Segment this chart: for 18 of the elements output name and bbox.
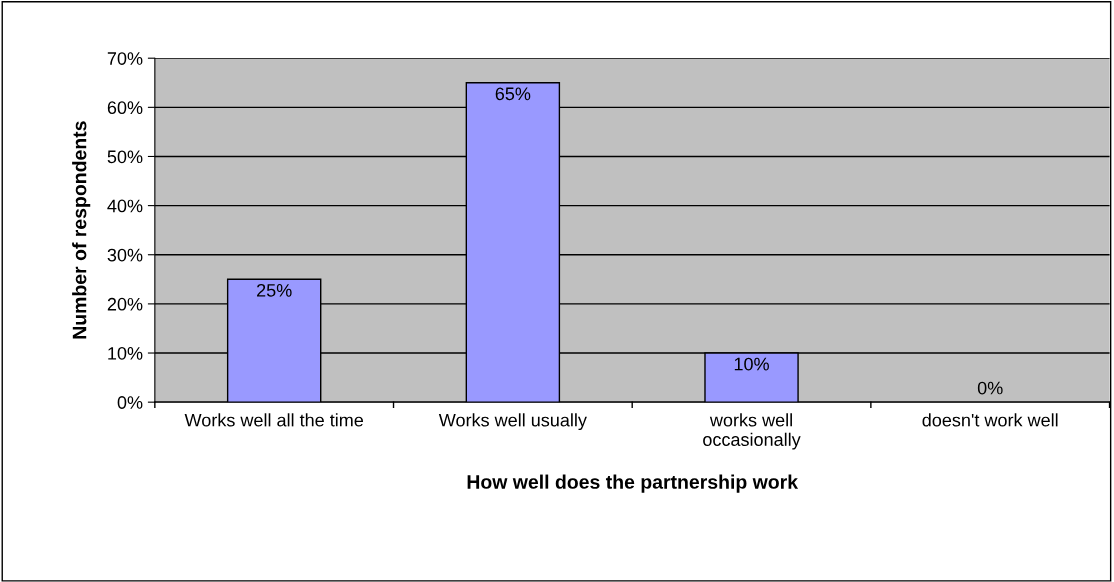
x-tick-label: Works well usually: [438, 413, 587, 431]
y-tick-label: 40%: [107, 199, 143, 213]
x-tick-label: doesn't work well: [922, 413, 1058, 427]
y-tick-label: 60%: [107, 101, 143, 115]
y-tick-label: 10%: [108, 346, 143, 360]
y-tick-label: 70%: [107, 52, 143, 65]
y-tick-label: 20%: [107, 297, 143, 311]
y-tick-label: 30%: [107, 248, 143, 262]
data-label: 10%: [734, 357, 769, 371]
y-axis-title: Number of respondents: [72, 121, 91, 339]
x-axis-title: How well does the partnership work: [467, 474, 799, 493]
data-label: 25%: [257, 283, 292, 297]
data-label: 65%: [495, 87, 531, 101]
y-tick-label: 50%: [107, 150, 143, 164]
x-tick-label: Works well all the time: [184, 413, 364, 427]
y-tick-label: 0%: [117, 396, 143, 409]
x-tick-label: works well occasionally: [703, 413, 801, 450]
data-label: 0%: [977, 381, 1003, 395]
